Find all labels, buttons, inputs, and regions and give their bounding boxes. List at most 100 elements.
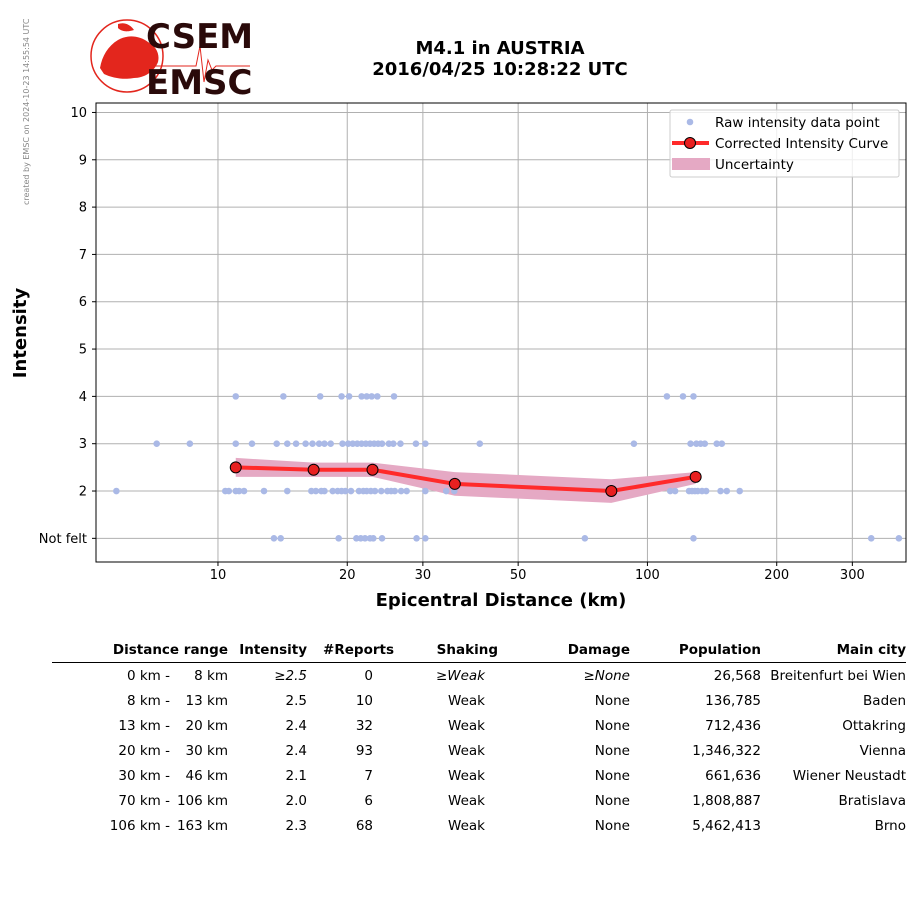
raw-data-point (391, 487, 399, 495)
distance-to: 46 km (185, 767, 228, 784)
curve-point-marker (229, 461, 242, 474)
title-line-event: M4.1 in AUSTRIA (415, 38, 585, 59)
raw-data-point (723, 487, 731, 495)
raw-data-point (260, 487, 268, 495)
main-city-cell: Breitenfurt bei Wien (770, 667, 906, 684)
distance-from: 0 km - (126, 667, 170, 684)
col-population: Population (630, 640, 761, 663)
x-tick-label: 10 (210, 568, 227, 583)
table-row: 20 km - 30 km 2.4 93 Weak None 1,346,322 Vienna (52, 738, 906, 763)
distance-to: 20 km (185, 717, 228, 734)
x-tick-label: 20 (339, 568, 356, 583)
y-tick-label: 7 (79, 248, 87, 263)
population-cell: 5,462,413 (692, 817, 761, 834)
raw-data-point (389, 440, 397, 448)
curve-point-marker (605, 485, 618, 498)
raw-data-point (363, 393, 371, 400)
distance-from: 13 km - (118, 717, 170, 734)
table-row: 0 km - 8 km ≥2.5 0 ≥Weak ≥None 26,568 Breitenfu… (52, 663, 906, 689)
intensity-cell: 2.0 (285, 792, 307, 809)
raw-data-point (248, 440, 256, 448)
raw-data-point (225, 487, 233, 495)
raw-data-point (321, 487, 328, 495)
raw-data-point (422, 440, 429, 448)
reports-cell: 93 (355, 742, 373, 759)
intensity-summary-table: Distance range Intensity #Reports Shakin… (52, 640, 906, 838)
raw-data-point (422, 535, 429, 542)
x-tick-label: 200 (764, 568, 789, 583)
raw-data-point (687, 440, 694, 448)
raw-data-point (315, 440, 323, 448)
raw-data-point (403, 487, 410, 495)
x-axis-label: Epicentral Distance (km) (376, 590, 627, 611)
damage-cell: None (594, 692, 630, 709)
distance-from: 8 km - (126, 692, 170, 709)
curve-markers (229, 461, 702, 498)
legend-curve-marker (684, 137, 696, 149)
population-cell: 26,568 (713, 667, 761, 684)
population-cell: 661,636 (705, 767, 761, 784)
y-tick-label: 2 (79, 485, 87, 500)
main-city-cell: Ottakring (842, 717, 906, 734)
distance-to: 30 km (185, 742, 228, 759)
raw-data-point (335, 535, 342, 542)
damage-cell: None (594, 792, 630, 809)
raw-data-point (283, 487, 291, 495)
main-city-cell: Vienna (859, 742, 906, 759)
raw-data-point (321, 440, 328, 448)
main-city-cell: Wiener Neustadt (792, 767, 906, 784)
legend-uncertainty-swatch (672, 158, 710, 170)
raw-data-point (581, 535, 589, 542)
shaking-cell: Weak (448, 767, 485, 784)
x-tick-labels: 10 20 30 50 100 200 300 (210, 562, 865, 583)
raw-data-point (442, 487, 450, 495)
logo-europe-map (100, 23, 159, 79)
distance-range-cell: 0 km - 8 km (52, 663, 228, 689)
raw-data-point (867, 535, 875, 542)
col-main-city: Main city (761, 640, 906, 663)
raw-data-point (361, 535, 369, 542)
curve-point-marker (448, 477, 461, 490)
logo-emsc-text: EMSC (146, 63, 253, 100)
y-axis-label: Intensity (10, 288, 31, 379)
raw-data-point (371, 487, 379, 495)
population-cell: 712,436 (705, 717, 761, 734)
raw-data-point (277, 535, 285, 542)
shaking-cell: ≥Weak (435, 667, 485, 684)
legend-box (669, 109, 900, 178)
raw-data-point (368, 393, 375, 400)
shaking-cell: Weak (448, 792, 485, 809)
x-tick-label: 100 (635, 568, 660, 583)
raw-data-point (342, 487, 349, 495)
legend-raw-swatch (686, 118, 694, 126)
logo-globe-outline (90, 19, 164, 93)
y-tick-label: 5 (79, 343, 87, 358)
raw-data-point (316, 393, 324, 400)
raw-data-point (232, 393, 240, 400)
col-distance-range: Distance range (52, 640, 228, 663)
raw-data-point (309, 440, 316, 448)
x-tick-label: 50 (510, 568, 527, 583)
raw-data-point (679, 393, 687, 400)
intensity-cell: ≥2.5 (274, 667, 307, 684)
emsc-logo: CSEM EMSC (90, 17, 253, 100)
damage-cell: None (594, 767, 630, 784)
population-cell: 1,346,322 (692, 742, 761, 759)
shaking-cell: Weak (448, 692, 485, 709)
damage-cell: None (594, 817, 630, 834)
distance-to: 106 km (176, 792, 228, 809)
y-tick-label: 9 (79, 153, 87, 168)
raw-data-point (701, 440, 709, 448)
raw-data-point (736, 487, 744, 495)
table-row: 13 km - 20 km 2.4 32 Weak None 712,436 Ottakrin… (52, 713, 906, 738)
col-intensity: Intensity (228, 640, 307, 663)
raw-data-point (113, 487, 120, 495)
raw-data-point (344, 440, 352, 448)
raw-data-point (338, 393, 345, 400)
raw-points (113, 393, 903, 542)
raw-data-point (358, 393, 365, 400)
raw-data-point (390, 393, 398, 400)
raw-data-point (292, 440, 300, 448)
y-tick-label: Not felt (39, 532, 87, 547)
shaking-cell: Weak (448, 817, 485, 834)
